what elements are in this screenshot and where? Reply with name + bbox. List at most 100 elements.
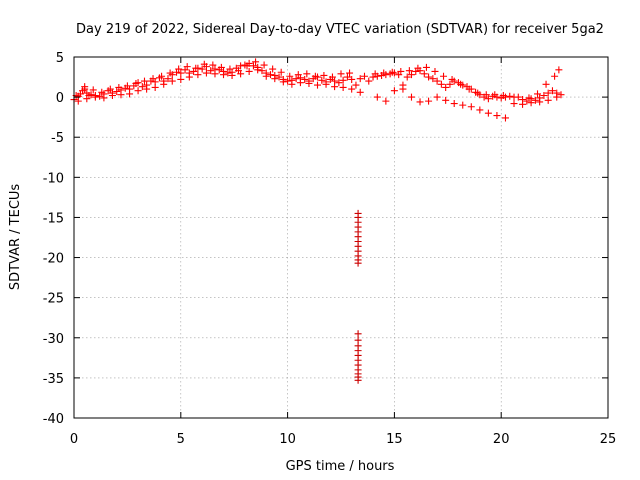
y-tick-label: -30 (43, 332, 64, 347)
axis-ticks (73, 56, 609, 419)
data-point-lower-band (407, 93, 415, 101)
y-tick-label: -25 (43, 292, 64, 307)
data-point-lower-band (467, 103, 475, 111)
x-tick-label: 0 (70, 432, 78, 447)
data-point-lower-band (100, 94, 108, 102)
data-point-lower-band (484, 109, 492, 117)
data-point-lower-band (151, 83, 159, 91)
data-point-upper-band (140, 77, 148, 85)
data-point-main (249, 62, 257, 70)
y-tick-label: -35 (43, 372, 64, 387)
y-axis-label: SDTVAR / TECUs (8, 184, 23, 291)
data-point-upper-band (320, 71, 328, 79)
data-point-upper-band (397, 67, 405, 75)
data-point-upper-band (499, 92, 507, 100)
data-point-outlier-2 (354, 376, 362, 384)
data-point-upper-band (98, 88, 106, 96)
data-point-main (442, 83, 450, 91)
data-point-upper-band (380, 69, 388, 77)
data-point-lower-band (314, 81, 322, 89)
data-point-lower-band (416, 98, 424, 106)
data-point-upper-band (123, 82, 131, 90)
data-point-main (198, 65, 206, 73)
data-point-lower-band (536, 98, 544, 106)
data-point-main (138, 83, 146, 91)
data-point-lower-band (160, 80, 168, 88)
data-point-lower-band (177, 75, 185, 83)
data-point-upper-band (414, 64, 422, 72)
data-point-main (403, 73, 411, 81)
data-point-upper-band (132, 79, 140, 87)
data-point-main (557, 91, 565, 99)
data-point-upper-band (209, 61, 217, 69)
data-point-upper-band (371, 70, 379, 78)
x-tick-label: 10 (279, 432, 296, 447)
data-point-upper-band (200, 60, 208, 68)
data-point-upper-band (149, 75, 157, 83)
data-point-main (433, 77, 441, 85)
data-point-outlier-2 (354, 330, 362, 338)
data-point-lower-band (91, 93, 99, 101)
data-point-lower-band (322, 80, 330, 88)
data-point-lower-band (399, 85, 407, 93)
data-point-main (318, 76, 326, 84)
data-point-upper-band (482, 91, 490, 99)
data-point-lower-band (510, 100, 518, 108)
data-point-upper-band (81, 83, 89, 91)
y-tick-label: -10 (43, 171, 64, 186)
data-point-upper-band (252, 58, 260, 66)
x-tick-label: 15 (386, 432, 403, 447)
data-point-main (87, 91, 95, 99)
data-point-lower-band (476, 106, 484, 114)
data-point-lower-band (126, 90, 134, 98)
data-point-main (96, 92, 104, 100)
y-tick-label: 5 (56, 51, 64, 66)
data-point-main (437, 80, 445, 88)
data-point-main (531, 96, 539, 104)
data-point-main (275, 73, 283, 81)
data-point-lower-band (74, 97, 82, 105)
data-point-lower-band (108, 92, 116, 100)
data-point-main (360, 72, 368, 80)
data-point-main (301, 75, 309, 83)
data-point-lower-band (271, 75, 279, 83)
data-point-lower-band (527, 99, 535, 107)
data-point-upper-band (286, 72, 294, 80)
data-point-lower-band (185, 73, 193, 81)
x-tick-label: 25 (600, 432, 617, 447)
data-point-upper-band (89, 86, 97, 94)
data-point-upper-band (555, 66, 563, 74)
data-point-main (446, 80, 454, 88)
data-point-main (177, 69, 185, 77)
data-point-main (224, 69, 232, 77)
tick-labels: 0 5 10 15 20 25 5 0 -5 -10 -15 -20 -25 -30 -35 -40 (43, 51, 617, 447)
data-point-lower-band (433, 93, 441, 101)
data-point-main (258, 67, 266, 75)
data-point-upper-band (346, 69, 354, 77)
data-point-lower-band (382, 97, 390, 105)
data-point-upper-band (115, 83, 123, 91)
data-point-upper-band (243, 62, 251, 70)
x-axis-label: GPS time / hours (286, 459, 395, 474)
data-point-main (348, 75, 356, 83)
data-point-upper-band (158, 72, 166, 80)
y-tick-label: -15 (43, 211, 64, 226)
data-point-upper-band (337, 70, 345, 78)
data-point-lower-band (245, 67, 253, 75)
data-point-lower-band (237, 70, 245, 78)
data-point-outlier-1 (354, 259, 362, 267)
data-point-main (548, 87, 556, 95)
data-point-upper-band (388, 68, 396, 76)
data-point-main (506, 92, 514, 100)
data-point-lower-band (254, 66, 262, 74)
data-point-lower-band (202, 69, 210, 77)
data-point-lower-band (442, 96, 450, 104)
data-point-lower-band (134, 87, 142, 95)
data-point-lower-band (220, 71, 228, 79)
data-point-upper-band (328, 73, 336, 81)
data-points (70, 58, 565, 384)
data-point-main (267, 71, 275, 79)
data-point-main (335, 79, 343, 87)
data-point-lower-band (194, 71, 202, 79)
